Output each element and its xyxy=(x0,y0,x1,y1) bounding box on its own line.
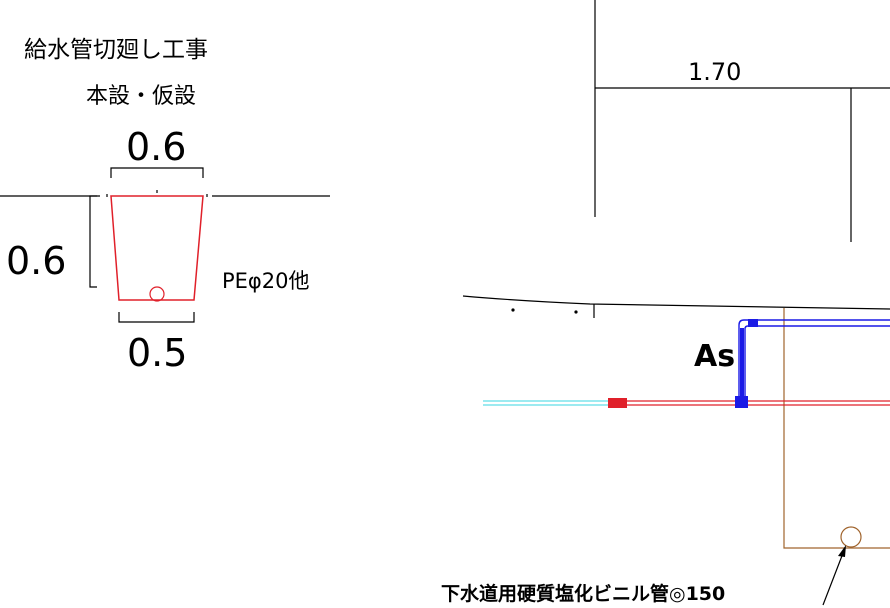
bottom-width-dimension xyxy=(118,312,195,323)
bottom-width-label: 0.5 xyxy=(127,331,187,375)
trench-outline xyxy=(110,195,204,301)
top-width-dimension xyxy=(110,167,204,178)
sewer-label: 下水道用硬質塩化ビニル管◎150 xyxy=(441,582,725,605)
depth-dimension xyxy=(89,195,97,288)
sewer-leader-line xyxy=(822,547,846,606)
blue-pipe-outer xyxy=(738,319,890,402)
sewer-pipe xyxy=(840,526,862,548)
red-pipe-joint xyxy=(608,398,627,408)
blue-pipe-fill xyxy=(740,328,744,400)
trench-detail: 給水管切廻し工事 本設・仮設 0.6 0.6 PEφ20他 0.5 xyxy=(0,37,330,375)
surface-label: As xyxy=(694,339,735,374)
sewer-leader-arrow xyxy=(838,545,846,557)
depth-label: 0.6 xyxy=(6,239,66,283)
blue-pipe-inner xyxy=(744,325,890,402)
pipe-label: PEφ20他 xyxy=(222,269,310,293)
surface-dot-2 xyxy=(574,310,578,314)
top-width-label: 0.6 xyxy=(126,125,186,169)
surface-dot-1 xyxy=(511,308,515,312)
sewer-trench xyxy=(783,308,890,549)
blue-pipe-top-joint xyxy=(748,319,758,327)
road-section: 1.70 As 下水道用硬質塩化ビニル管◎150 xyxy=(441,0,890,606)
ground-surface xyxy=(462,295,890,310)
blue-pipe-bottom-joint xyxy=(735,396,748,408)
detail-subtitle: 本設・仮設 xyxy=(86,84,196,109)
dimension-label: 1.70 xyxy=(688,58,741,86)
pipe-circle xyxy=(149,286,165,302)
detail-title: 給水管切廻し工事 xyxy=(24,37,208,63)
